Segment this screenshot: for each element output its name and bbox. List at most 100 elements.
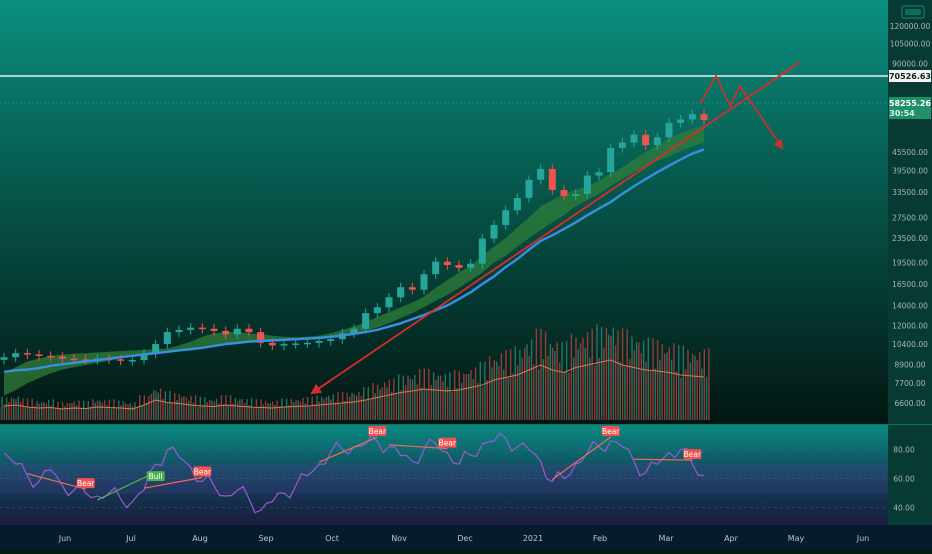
volume-bar [566,341,567,420]
volume-bar [13,398,14,420]
volume-bar [314,404,315,420]
volume-bar [211,401,212,420]
volume-bar [111,408,112,420]
volume-bar [643,341,644,420]
volume-bar [673,343,674,420]
volume-bar [11,397,12,420]
volume-bar [585,348,586,420]
price-tick-label: 27500.00 [892,214,928,223]
volume-bar [291,399,292,421]
volume-bar [92,399,93,420]
volume-bar [39,404,40,420]
volume-bar [284,408,285,421]
volume-bar [634,350,635,420]
candle-body [386,297,393,307]
volume-bar [545,331,546,420]
candle-body [596,172,603,175]
volume-bar [683,345,684,420]
candle-body [561,190,568,196]
volume-bar [666,352,667,420]
volume-bar [708,348,709,420]
price-tick-label: 12000.00 [892,321,928,330]
volume-bar [685,369,686,420]
volume-bar [216,399,217,420]
volume-bar [349,397,350,420]
rsi-tick-label: 40.00 [893,504,915,513]
volume-bar [309,406,310,420]
candle-body [199,328,206,330]
volume-bar [405,385,406,420]
rsi-tick-label: 80.00 [893,446,915,455]
volume-bar [697,360,698,420]
price-tick-label: 39500.00 [892,167,928,176]
volume-bar [102,403,103,420]
volume-bar [81,408,82,420]
volume-bar [113,399,114,420]
volume-bar [137,408,138,420]
candle-body [246,329,253,332]
volume-bar [396,394,397,420]
candle-body [47,356,54,358]
volume-bar [295,400,296,420]
candle-body [71,359,78,361]
volume-bar [260,400,261,420]
volume-bar [554,351,555,420]
volume-bar [41,402,42,420]
volume-bar [335,402,336,420]
candle-body [222,331,229,334]
volume-bar [477,382,478,420]
volume-bar [480,362,481,420]
volume-bar [531,339,532,420]
volume-bar [246,399,247,420]
signal-label: Bull [149,472,163,481]
volume-bar [407,376,408,420]
volume-bar [272,402,273,421]
candle-body [654,137,661,145]
candle-body [491,225,498,239]
candle-body [362,313,369,329]
volume-bar [53,399,54,420]
time-tick-label: Nov [391,534,407,543]
candle-body [397,287,404,297]
volume-bar [209,400,210,421]
volume-bar [316,396,317,421]
candle-body [479,239,486,264]
volume-bar [244,403,245,420]
volume-bar [508,378,509,420]
volume-bar [522,358,523,420]
candle-body [677,119,684,122]
volume-bar [543,359,544,420]
price-tick-label: 90000.00 [892,59,928,68]
volume-bar [356,395,357,420]
signal-label: Bear [439,439,457,448]
volume-bar [323,399,324,420]
volume-bar [629,359,630,420]
volume-bar [48,400,49,420]
signal-label: Bear [194,468,212,477]
volume-bar [454,370,455,420]
volume-bar [524,348,525,420]
last-price-label: 58255.26 [889,99,931,108]
candle-body [316,341,323,343]
volume-bar [389,380,390,420]
volume-bar [6,397,7,420]
volume-bar [174,393,175,420]
candle-body [444,262,451,265]
volume-bar [307,397,308,420]
candle-body [549,169,556,190]
volume-bar [627,329,628,420]
volume-bar [197,407,198,420]
volume-bar [613,327,614,420]
candle-body [432,262,439,275]
candle-body [467,264,474,268]
volume-bar [162,399,163,420]
volume-bar [239,399,240,420]
volume-bar [160,389,161,420]
price-tick-label: 120000.00 [890,22,931,31]
time-tick-label: Oct [325,534,339,543]
volume-bar [148,396,149,420]
volume-bar [587,332,588,420]
volume-bar [557,342,558,420]
candle-body [327,339,334,341]
volume-bar [503,370,504,420]
